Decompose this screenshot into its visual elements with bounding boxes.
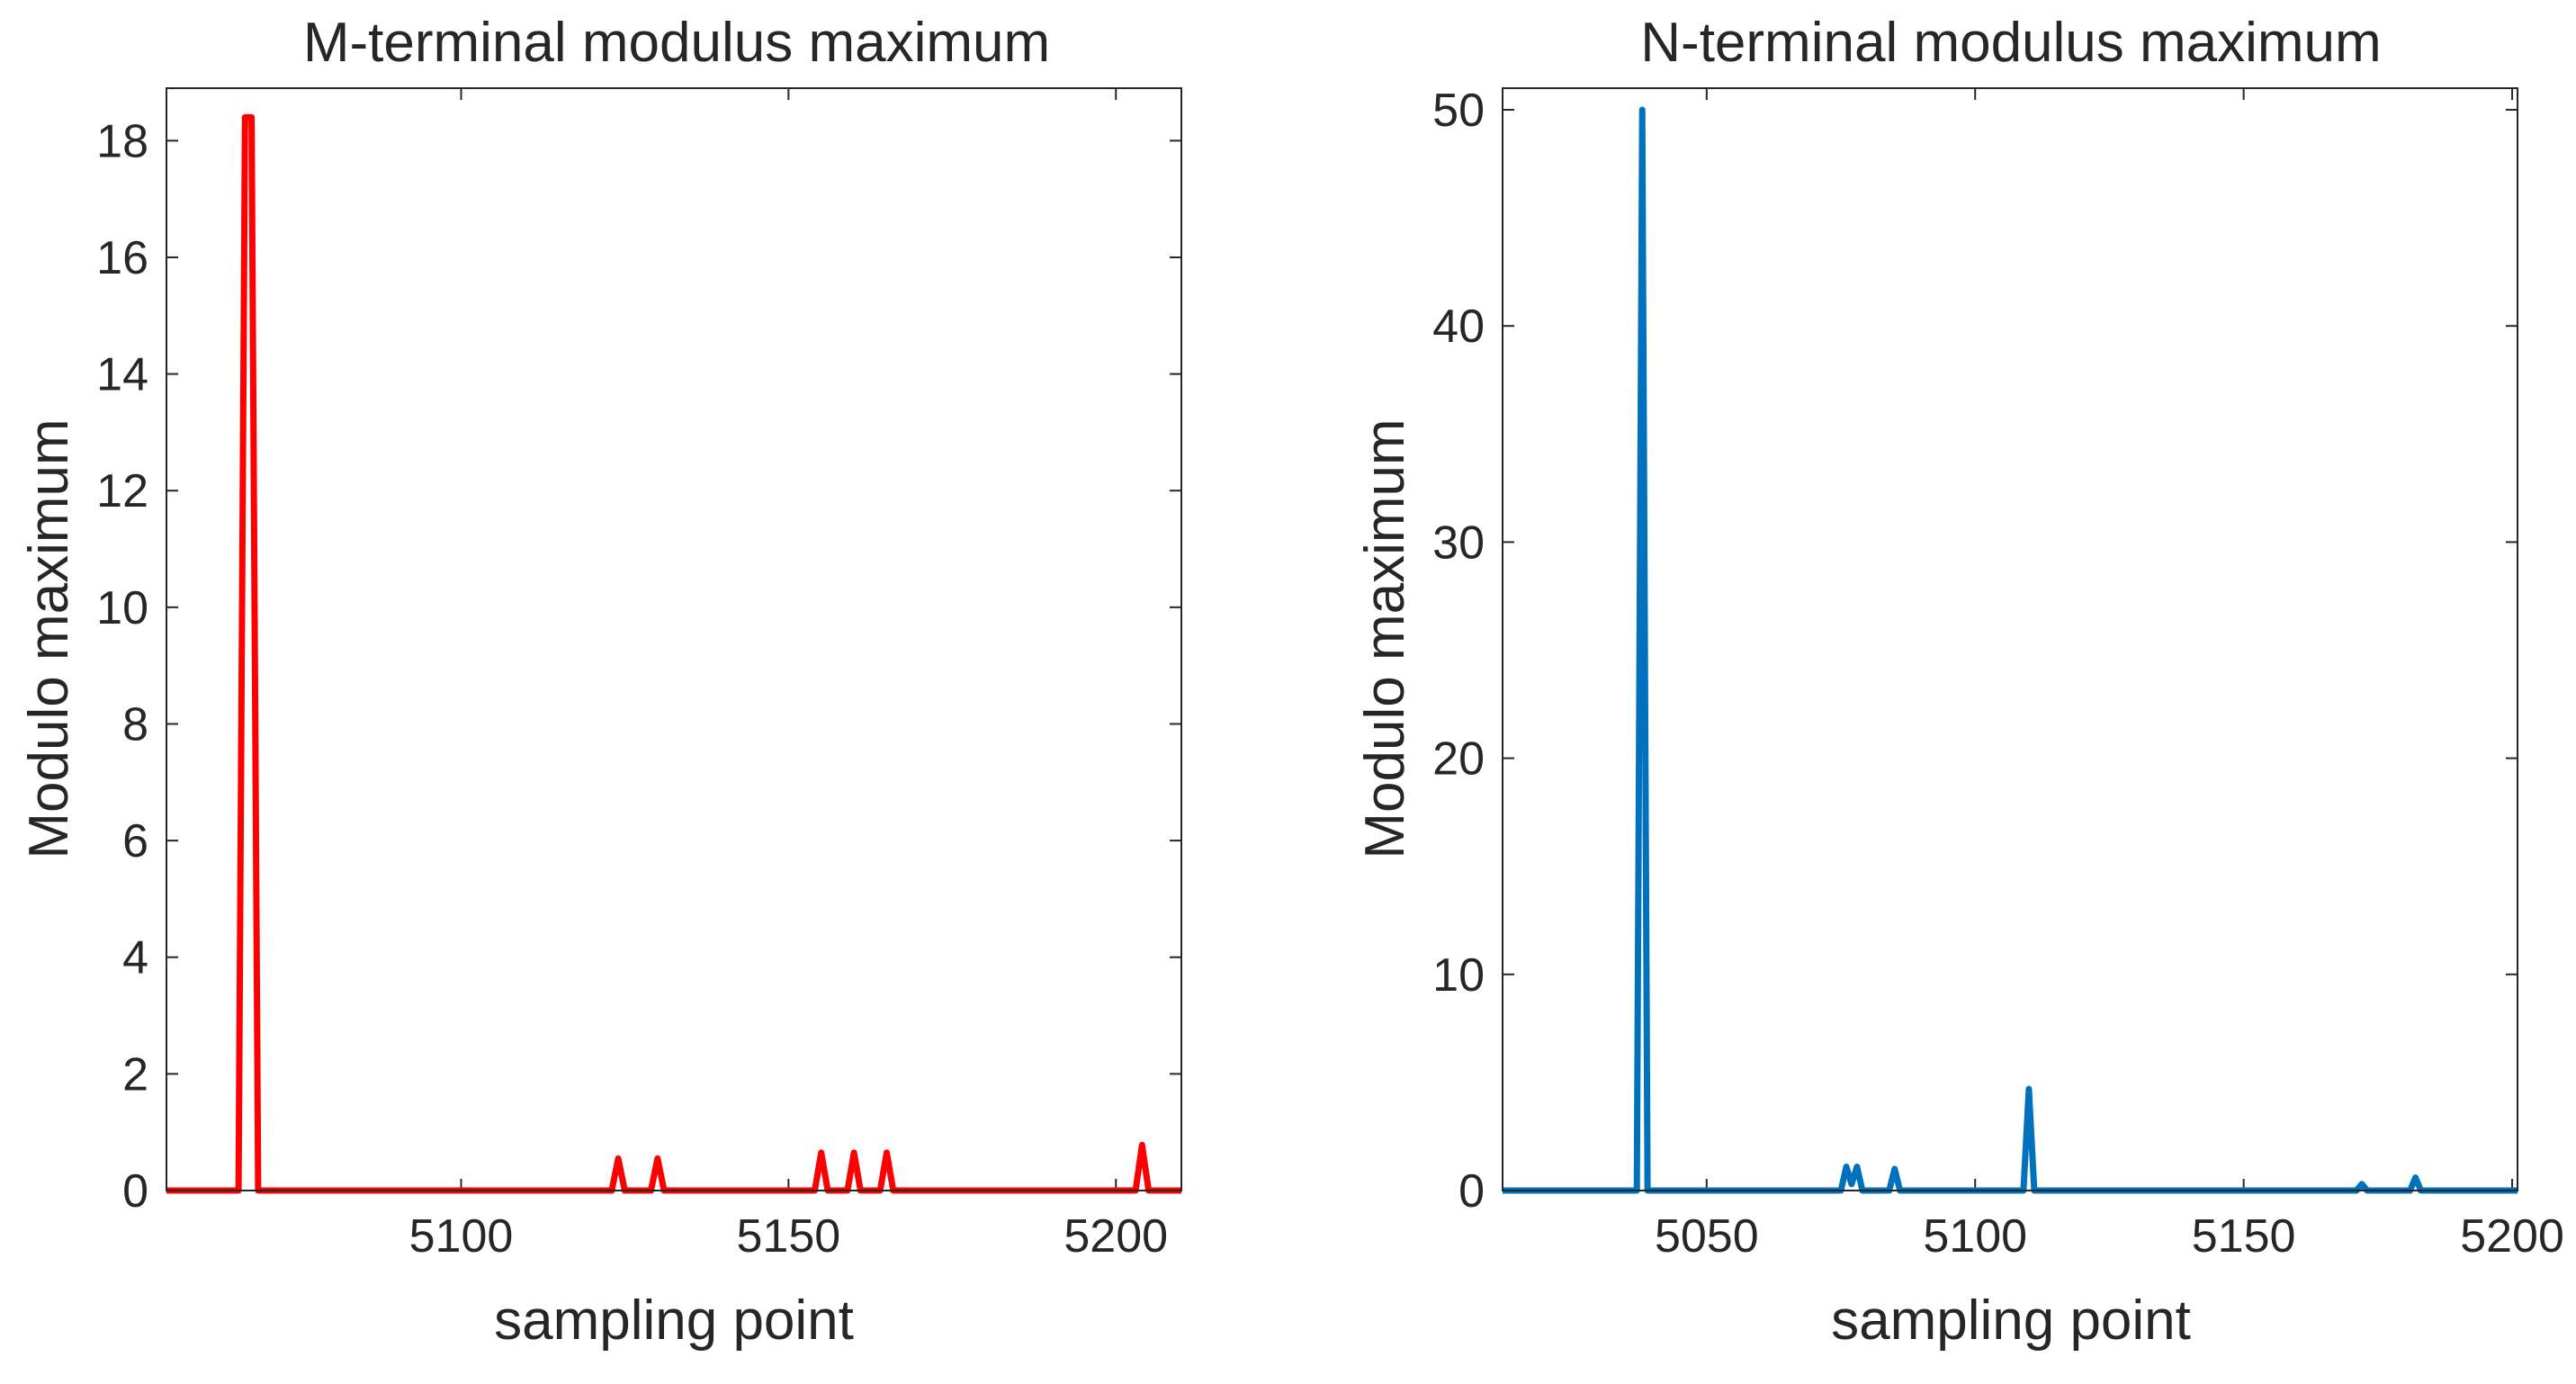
n-terminal-ylabel: Modulo maximum [1354,418,1416,858]
n-terminal-axes-box [1502,87,2518,1191]
n-terminal-ytick-label: 40 [1432,301,1485,353]
m-terminal-ytick-label: 8 [122,698,148,750]
n-terminal-ytick-label: 50 [1432,85,1485,137]
n-terminal-ytick-label: 30 [1432,517,1485,569]
n-terminal-xtick-label: 5050 [1655,1210,1759,1263]
m-terminal-xlabel: sampling point [494,1290,854,1352]
m-terminal-xtick-label: 5200 [1064,1210,1168,1263]
m-terminal-panel: M-terminal modulus maximum 5100 5150 5200 0… [18,12,1182,1352]
n-terminal-title: N-terminal modulus maximum [1640,12,2381,74]
n-terminal-plot-area [1503,88,2518,1191]
m-terminal-ytick-label: 12 [96,465,148,517]
m-terminal-axes-box [166,87,1182,1191]
m-terminal-ylabel: Modulo maximum [18,418,80,858]
m-terminal-ytick-label: 0 [122,1165,148,1218]
m-terminal-ytick-label: 2 [122,1048,148,1101]
m-terminal-ytick-label: 18 [96,115,148,167]
m-terminal-ytick-label: 16 [96,232,148,284]
n-terminal-ytick-label: 0 [1459,1165,1485,1218]
n-terminal-xlabel: sampling point [1831,1290,2191,1352]
n-terminal-ticks: 5050 5100 5150 5200 0 10 20 30 40 50 [1432,85,2564,1263]
n-terminal-ytick-label: 10 [1432,949,1485,1002]
n-terminal-ytick-label: 20 [1432,733,1485,786]
m-terminal-title: M-terminal modulus maximum [303,12,1050,74]
m-terminal-plot-area [166,88,1181,1191]
m-terminal-ytick-label: 4 [122,932,148,984]
m-terminal-xtick-label: 5100 [409,1210,514,1263]
n-terminal-xtick-label: 5100 [1923,1210,2027,1263]
m-terminal-ytick-label: 14 [96,349,148,401]
n-terminal-xtick-label: 5200 [2460,1210,2564,1263]
m-terminal-xtick-label: 5150 [737,1210,841,1263]
n-terminal-panel: N-terminal modulus maximum 5050 5100 5150 5… [1354,12,2564,1352]
m-terminal-ytick-label: 6 [122,815,148,867]
m-terminal-ticks: 5100 5150 5200 0 2 4 6 8 10 12 14 16 18 [96,88,1181,1263]
n-terminal-xtick-label: 5150 [2192,1210,2296,1263]
m-terminal-ytick-label: 10 [96,582,148,634]
